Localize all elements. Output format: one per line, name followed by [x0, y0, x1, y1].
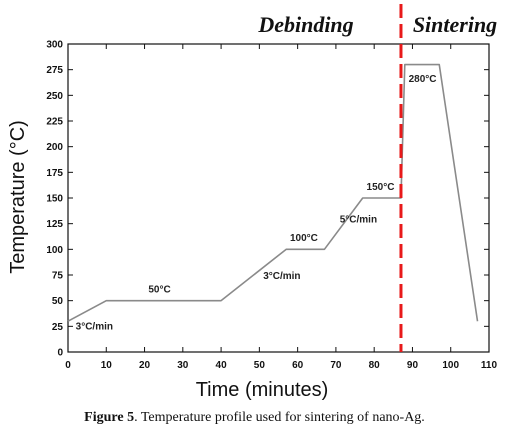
- x-tick-label: 80: [369, 360, 381, 371]
- x-axis-label: Time (minutes): [196, 379, 329, 401]
- x-tick-label: 0: [65, 360, 71, 371]
- x-tick-label: 70: [330, 360, 342, 371]
- chart-annotation: 280°C: [409, 74, 437, 85]
- phase-label-sintering: Sintering: [413, 12, 497, 37]
- figure-caption: Figure 5. Temperature profile used for s…: [0, 410, 509, 426]
- x-tick-label: 50: [254, 360, 266, 371]
- phase-labels: Debinding Sintering: [257, 12, 497, 37]
- x-tick-label: 60: [292, 360, 304, 371]
- y-tick-label: 100: [46, 245, 63, 256]
- chart-annotation: 100°C: [290, 233, 318, 244]
- x-tick-label: 100: [442, 360, 459, 371]
- x-tick-label: 40: [216, 360, 228, 371]
- temperature-profile-line: [67, 63, 479, 322]
- figure-caption-text: . Temperature profile used for sintering…: [134, 410, 425, 425]
- y-tick-label: 0: [57, 348, 63, 359]
- y-tick-label: 200: [46, 142, 63, 153]
- chart-annotation: 150°C: [367, 182, 395, 193]
- y-tick-label: 125: [46, 219, 63, 230]
- y-tick-label: 50: [52, 296, 64, 307]
- annotations: 3°C/min 50°C 3°C/min 100°C 5°C/min 150°C 280°C: [76, 74, 437, 332]
- x-tick-label: 90: [407, 360, 419, 371]
- figure-caption-label: Figure 5: [84, 410, 135, 425]
- y-tick-label: 25: [52, 322, 64, 333]
- y-tick-label: 275: [46, 65, 63, 76]
- plot-area-frame: [67, 43, 490, 353]
- y-axis-ticks: 0 25 50 75 100 125 150 175 200 225 250 275 300: [46, 40, 489, 359]
- y-tick-label: 175: [46, 168, 63, 179]
- y-tick-label: 150: [46, 194, 63, 205]
- y-tick-label: 250: [46, 91, 63, 102]
- y-axis-label: Temperature (°C): [7, 120, 29, 274]
- x-tick-label: 20: [139, 360, 151, 371]
- x-tick-label: 110: [481, 360, 498, 371]
- x-tick-label: 10: [101, 360, 113, 371]
- y-tick-label: 75: [52, 271, 64, 282]
- phase-label-debinding: Debinding: [257, 12, 353, 37]
- chart-annotation: 5°C/min: [340, 215, 377, 226]
- y-tick-label: 225: [46, 117, 63, 128]
- x-tick-label: 30: [177, 360, 189, 371]
- chart-annotation: 3°C/min: [76, 321, 113, 332]
- chart-annotation: 3°C/min: [263, 271, 300, 282]
- chart-annotation: 50°C: [148, 284, 170, 295]
- x-axis-ticks: 0 10 20 30 40 50 60 70 80 90 100 110: [65, 44, 498, 371]
- y-tick-label: 300: [46, 40, 63, 51]
